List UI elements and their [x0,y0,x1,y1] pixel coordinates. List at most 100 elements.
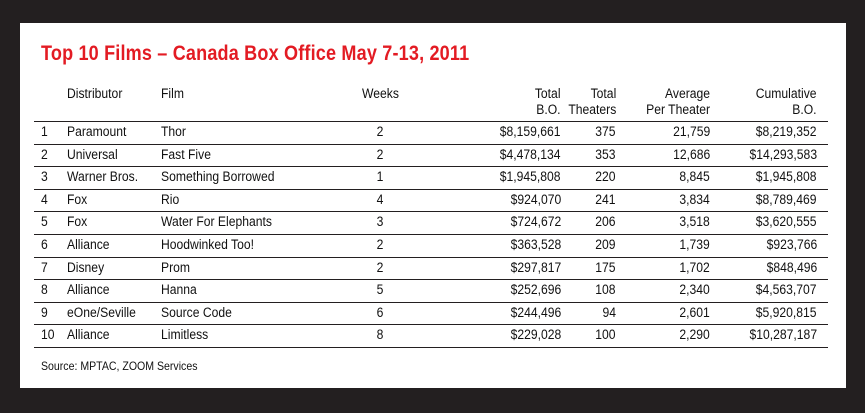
header-total-theaters: Total Theaters [568,86,616,118]
header-average-line1: Average [664,86,710,101]
row-divider [34,121,828,122]
cell-average: 1,702 [679,259,710,275]
cell-average: 2,601 [679,304,710,320]
cell-cumulative: $14,293,583 [749,146,817,162]
cell-distributor: Alliance [67,327,110,343]
header-cumulative: Cumulative B.O. [756,86,817,118]
cell-total-theaters: 100 [595,327,616,343]
cell-cumulative: $1,945,808 [756,169,817,185]
table-row: 7 Disney Prom 2 $297,817 175 1,702 $848,… [20,257,846,280]
cell-rank: 2 [41,146,48,162]
row-divider [34,211,828,213]
cell-total-theaters: 94 [602,304,616,320]
cell-weeks: 3 [376,214,384,230]
cell-rank: 1 [41,124,48,139]
cell-cumulative: $8,219,352 [756,124,817,139]
table-row: 4 Fox Rio 4 $924,070 241 3,834 $8,789,46… [20,189,846,212]
header-average-line2: Per Theater [646,102,710,117]
row-divider [34,143,828,145]
cell-film: Source Code [161,304,232,320]
cell-film: Limitless [161,327,209,343]
row-divider [34,301,828,303]
cell-film: Prom [161,259,191,275]
row-divider [34,256,828,258]
cell-film: Hanna [161,282,197,298]
cell-total-bo: $4,478,134 [500,146,561,162]
cell-film: Thor [161,124,186,139]
header-total-bo-line2: B.O. [536,102,561,117]
cell-rank: 6 [41,237,48,252]
cell-total-theaters: 206 [595,214,616,230]
cell-total-bo: $8,159,661 [500,124,561,139]
source-note: Source: MPTAC, ZOOM Services [41,359,198,373]
cell-cumulative: $10,287,187 [749,327,817,343]
header-cumulative-line1: Cumulative [756,86,817,101]
header-total-theaters-line1: Total [590,86,616,101]
header-film: Film [161,86,184,101]
cell-distributor: Fox [67,214,88,230]
cell-rank: 5 [41,214,48,230]
cell-total-bo: $244,496 [510,304,561,320]
table-row: 8 Alliance Hanna 5 $252,696 108 2,340 $4… [20,279,846,302]
cell-weeks: 2 [376,146,384,162]
cell-average: 2,290 [679,327,710,343]
cell-cumulative: $3,620,555 [756,214,817,230]
header-weeks: Weeks [362,86,399,101]
header-average: Average Per Theater [646,86,710,118]
cell-rank: 4 [41,191,48,207]
row-divider [34,324,828,326]
cell-average: 1,739 [679,237,710,252]
cell-rank: 7 [41,259,48,275]
cell-distributor: eOne/Seville [67,304,136,320]
cell-distributor: Warner Bros. [67,169,139,185]
cell-film: Rio [161,191,180,207]
row-divider [34,347,828,348]
cell-weeks: 2 [376,237,384,252]
cell-rank: 8 [41,282,48,298]
cell-total-bo: $1,945,808 [500,169,561,185]
header-total-bo-line1: Total [535,86,561,101]
cell-average: 2,340 [679,282,710,298]
cell-distributor: Alliance [67,282,110,298]
cell-total-theaters: 175 [595,259,616,275]
cell-average: 21,759 [672,124,710,139]
table-row: 10 Alliance Limitless 8 $229,028 100 2,2… [20,324,846,347]
cell-film: Something Borrowed [161,169,275,185]
table-title: Top 10 Films – Canada Box Office May 7-1… [41,42,470,65]
cell-weeks: 2 [376,259,384,275]
cell-average: 12,686 [672,146,710,162]
cell-weeks: 4 [376,191,384,207]
cell-film: Water For Elephants [161,214,272,230]
cell-total-bo: $363,528 [510,237,561,252]
cell-total-theaters: 220 [595,169,616,185]
cell-total-bo: $297,817 [510,259,561,275]
cell-cumulative: $4,563,707 [756,282,817,298]
header-cumulative-line2: B.O. [792,102,817,117]
cell-cumulative: $848,496 [766,259,817,275]
cell-total-bo: $924,070 [510,191,561,207]
table-row: 3 Warner Bros. Something Borrowed 1 $1,9… [20,166,846,189]
cell-rank: 9 [41,304,48,320]
row-divider [34,166,828,168]
cell-distributor: Alliance [67,237,110,252]
row-divider [34,188,828,190]
cell-rank: 10 [41,327,55,343]
header-total-theaters-line2: Theaters [568,102,616,117]
cell-distributor: Universal [67,146,118,162]
cell-cumulative: $923,766 [766,237,817,252]
row-divider [34,234,828,235]
cell-distributor: Disney [67,259,105,275]
table-row: 2 Universal Fast Five 2 $4,478,134 353 1… [20,144,846,167]
header-distributor: Distributor [67,86,123,101]
row-divider [34,279,828,281]
table-row: 6 Alliance Hoodwinked Too! 2 $363,528 20… [20,234,846,257]
cell-average: 3,518 [679,214,710,230]
header-total-bo: Total B.O. [535,86,561,118]
table-row: 9 eOne/Seville Source Code 6 $244,496 94… [20,302,846,325]
cell-film: Fast Five [161,146,211,162]
table-row: 1 Paramount Thor 2 $8,159,661 375 21,759… [20,121,846,144]
cell-total-theaters: 108 [595,282,616,298]
table-row: 5 Fox Water For Elephants 3 $724,672 206… [20,211,846,234]
cell-average: 3,834 [679,191,710,207]
cell-total-bo: $252,696 [510,282,561,298]
